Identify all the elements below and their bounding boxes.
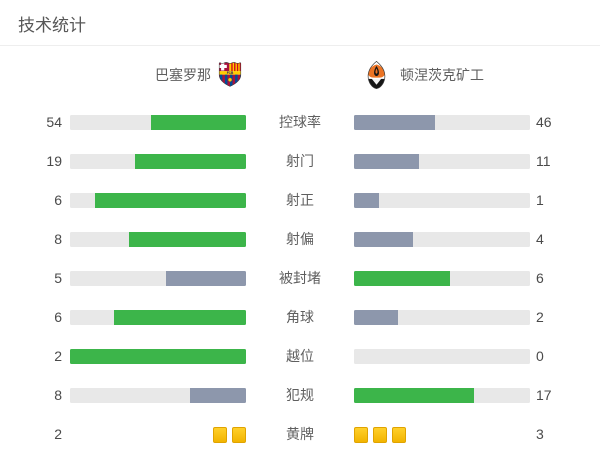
svg-text:FCB: FCB: [227, 71, 234, 75]
